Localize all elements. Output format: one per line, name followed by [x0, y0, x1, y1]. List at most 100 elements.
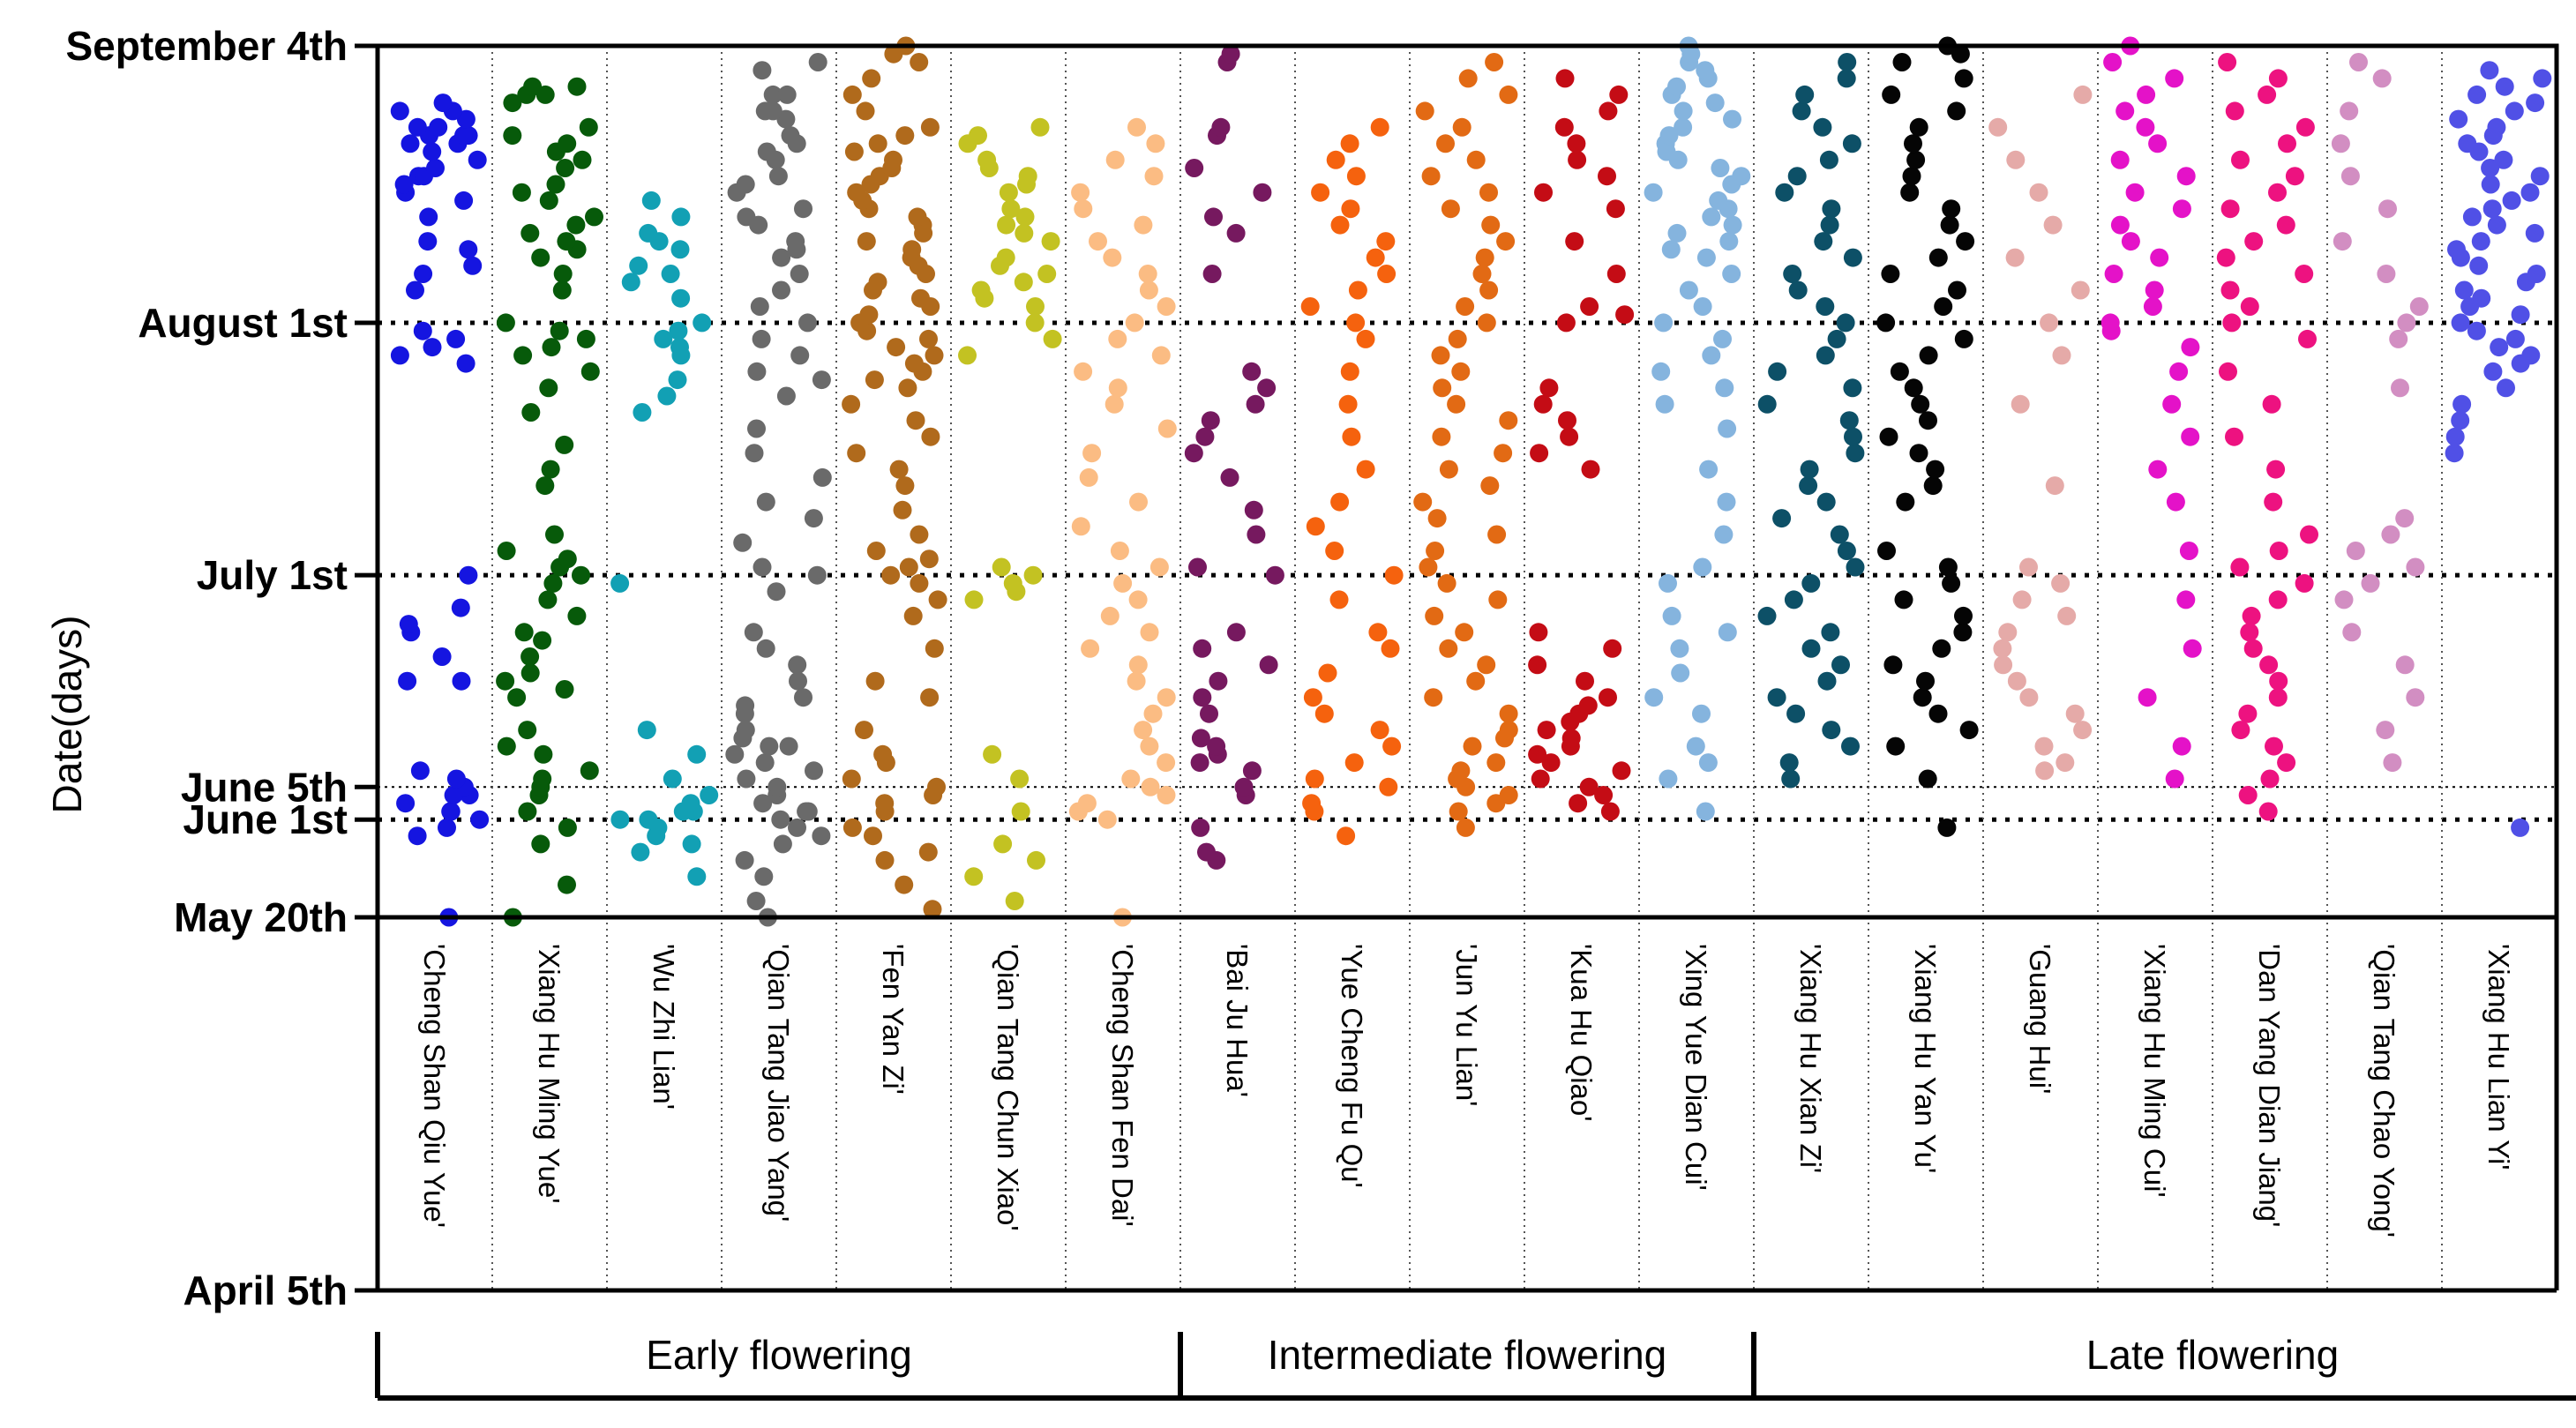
data-point: [2029, 183, 2048, 202]
data-point: [2406, 688, 2425, 707]
data-point: [2389, 329, 2408, 348]
data-point: [887, 338, 906, 357]
data-point: [1659, 769, 1678, 789]
data-point: [2269, 542, 2288, 560]
data-point: [927, 777, 946, 796]
data-point: [1816, 346, 1835, 365]
data-point: [671, 207, 691, 227]
data-point: [2230, 557, 2250, 577]
data-point: [866, 542, 886, 560]
data-point: [693, 313, 712, 333]
data-point: [2137, 85, 2156, 104]
data-point: [1326, 150, 1345, 169]
data-point: [910, 573, 929, 593]
data-point: [1242, 761, 1262, 781]
data-point: [1306, 517, 1325, 536]
data-point: [2183, 639, 2202, 658]
data-point: [1674, 117, 1693, 137]
data-point: [2295, 265, 2314, 283]
data-point: [1916, 671, 1935, 691]
data-point: [747, 362, 767, 381]
data-point: [1814, 232, 1833, 251]
data-point: [1081, 639, 1100, 658]
data-point: [1486, 753, 1506, 773]
data-point: [1193, 639, 1212, 658]
data-point: [788, 818, 806, 837]
data-point: [1447, 394, 1466, 414]
data-point: [670, 338, 689, 357]
data-point: [633, 403, 652, 422]
data-point: [895, 875, 914, 894]
data-point: [1074, 362, 1093, 381]
data-point: [518, 802, 537, 821]
data-point: [842, 769, 861, 789]
data-point: [1718, 623, 1737, 642]
data-point: [639, 223, 658, 243]
series-points: [2216, 53, 2318, 821]
data-point: [1786, 704, 1806, 723]
data-point: [1904, 378, 1923, 398]
data-point: [1452, 117, 1471, 137]
data-point: [1919, 346, 1938, 365]
data-point: [1923, 476, 1943, 496]
data-point: [513, 346, 533, 365]
y-axis-title: Date(days): [44, 616, 90, 814]
data-point: [423, 142, 442, 161]
data-point: [1934, 297, 1953, 316]
data-point: [1822, 199, 1841, 219]
data-point: [2451, 313, 2470, 333]
data-point: [1157, 786, 1176, 804]
data-point: [746, 892, 766, 910]
data-point: [1693, 557, 1712, 577]
data-point: [1819, 150, 1838, 169]
data-point: [1699, 460, 1719, 479]
data-point: [1381, 639, 1400, 658]
data-point: [2268, 688, 2288, 707]
data-point: [2222, 313, 2242, 333]
data-point: [920, 117, 940, 137]
data-point: [1599, 688, 1617, 707]
data-point: [1451, 761, 1471, 781]
data-point: [1413, 492, 1433, 512]
data-point: [2480, 61, 2499, 80]
data-point: [2012, 590, 2032, 609]
category-label: 'Xiang Hu Ming Yue': [533, 944, 565, 1204]
data-point: [2349, 53, 2368, 71]
y-tick-label: August 1st: [138, 300, 348, 346]
data-point: [1667, 77, 1686, 96]
data-point: [776, 386, 796, 406]
data-point: [1603, 639, 1622, 658]
data-point: [752, 329, 771, 348]
data-point: [1103, 248, 1122, 267]
data-point: [753, 61, 772, 80]
data-point: [773, 834, 792, 854]
data-point: [2346, 542, 2365, 560]
data-point: [1671, 663, 1690, 683]
data-point: [1705, 93, 1725, 113]
data-point: [1448, 329, 1467, 348]
data-point: [1247, 525, 1266, 544]
data-point: [1125, 313, 1144, 333]
category-label: 'Xiang Hu Yan Yu': [1909, 944, 1942, 1173]
data-point: [794, 688, 812, 707]
data-point: [797, 802, 816, 821]
data-point: [2244, 232, 2264, 251]
data-point: [1342, 427, 1361, 446]
data-point: [1779, 753, 1799, 773]
data-point: [865, 671, 885, 691]
data-point: [899, 557, 918, 577]
data-point: [1954, 329, 1973, 348]
data-point: [1702, 346, 1721, 365]
category-label: 'Qian Tang Chao Yong': [2368, 944, 2400, 1237]
data-point: [399, 615, 418, 634]
data-point: [432, 647, 452, 666]
data-point: [1831, 655, 1850, 675]
data-point: [1533, 394, 1553, 414]
data-point: [2269, 671, 2288, 691]
data-point: [1784, 590, 1803, 609]
data-point: [1709, 191, 1728, 210]
data-point: [1839, 411, 1859, 430]
data-point: [1813, 117, 1832, 137]
data-point: [512, 183, 531, 202]
data-point: [1801, 573, 1821, 593]
